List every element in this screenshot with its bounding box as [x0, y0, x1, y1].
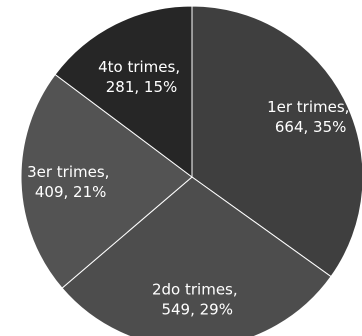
- data-label-3er-trimes-line2: 409, 21%: [35, 183, 107, 201]
- data-label-3er-trimes-line1: 3er trimes,: [27, 163, 109, 181]
- data-label-4to-trimes-line2: 281, 15%: [106, 78, 178, 96]
- pie-slice-2do-trimes: [61, 176, 332, 336]
- data-label-1er-trimes: 1er trimes, 664, 35%: [267, 98, 354, 136]
- data-label-2do-trimes-line2: 549, 29%: [161, 300, 233, 318]
- pie-slice-4to-trimes: [54, 5, 193, 178]
- pie-data-labels: 1er trimes, 664, 35% 2do trimes, 549, 29…: [27, 58, 354, 318]
- data-label-4to-trimes: 4to trimes, 281, 15%: [98, 58, 185, 96]
- data-label-3er-trimes: 3er trimes, 409, 21%: [27, 163, 114, 201]
- data-label-1er-trimes-line1: 1er trimes,: [267, 98, 349, 116]
- pie-slices: [20, 5, 362, 336]
- pie-slice-1er-trimes: [191, 5, 362, 278]
- data-label-2do-trimes-line1: 2do trimes,: [152, 280, 238, 298]
- data-label-1er-trimes-line2: 664, 35%: [275, 118, 347, 136]
- data-label-2do-trimes: 2do trimes, 549, 29%: [152, 280, 242, 318]
- pie-slice-3er-trimes: [20, 73, 193, 289]
- data-label-4to-trimes-line1: 4to trimes,: [98, 58, 180, 76]
